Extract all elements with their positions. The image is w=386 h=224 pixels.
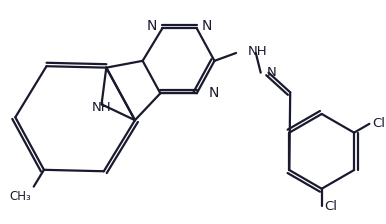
Text: N: N	[267, 66, 276, 79]
Text: N: N	[201, 19, 212, 33]
Text: N: N	[208, 86, 219, 100]
Text: NH: NH	[248, 45, 267, 58]
Text: Cl: Cl	[372, 117, 385, 130]
Text: NH: NH	[92, 101, 111, 114]
Text: N: N	[147, 19, 157, 33]
Text: CH₃: CH₃	[9, 190, 31, 202]
Text: Cl: Cl	[325, 200, 338, 213]
